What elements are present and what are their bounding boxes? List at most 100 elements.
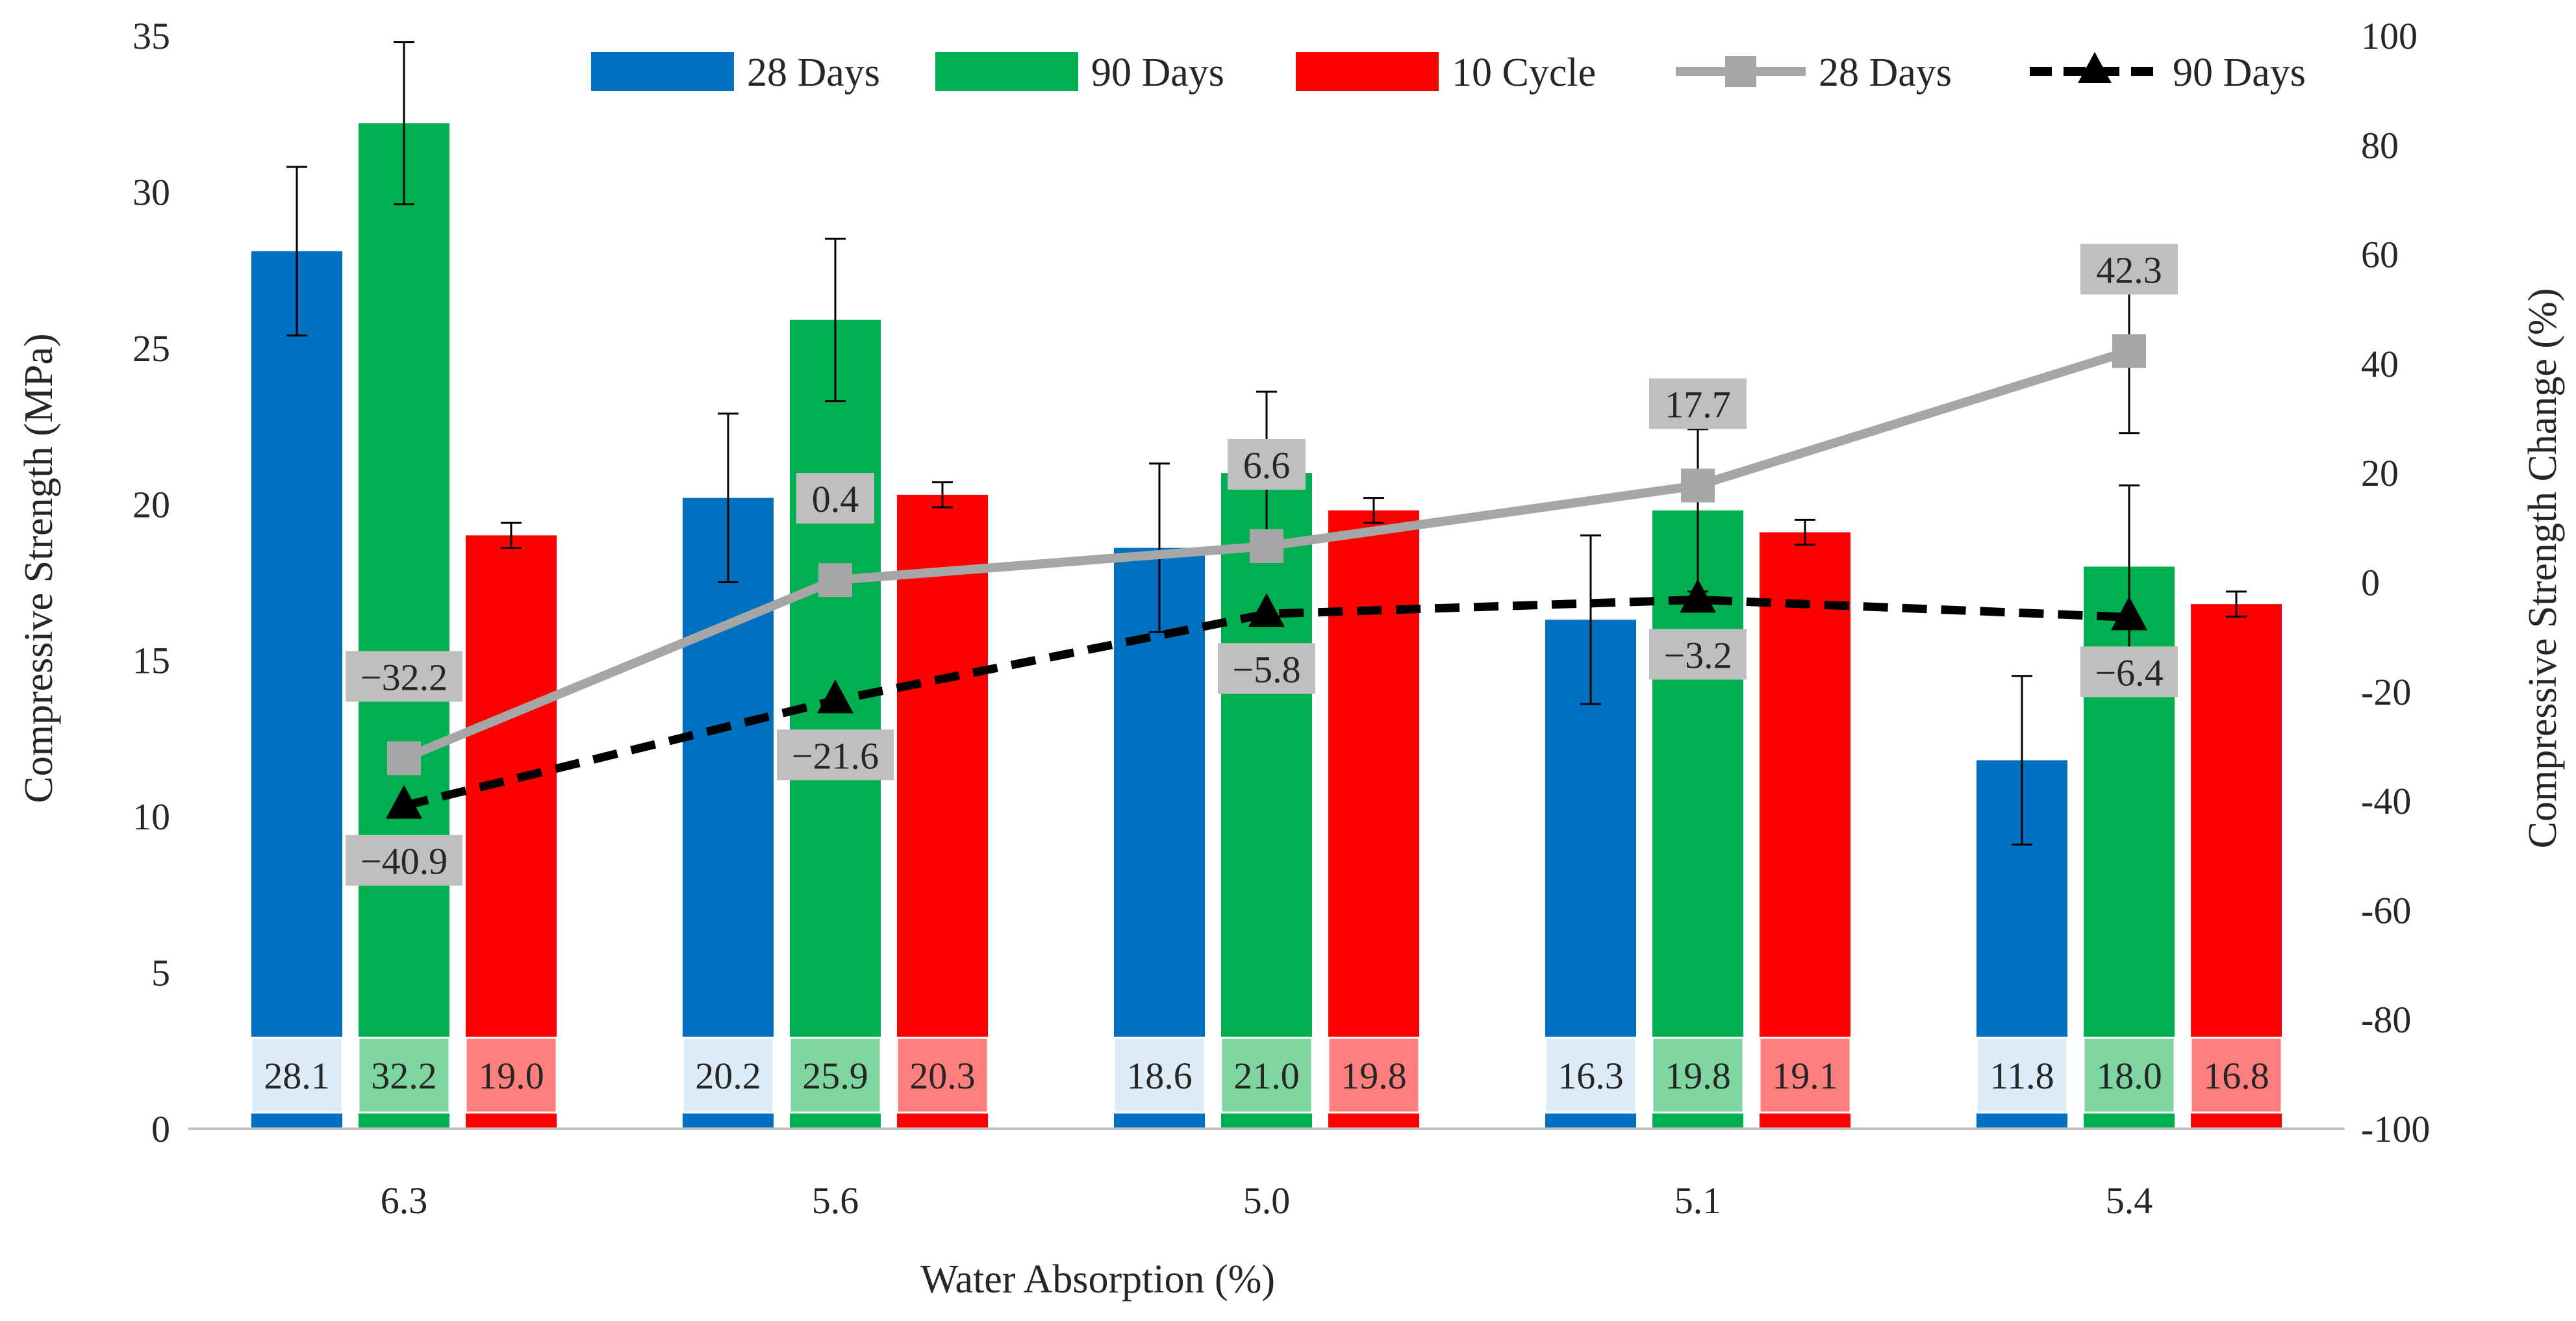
point-label-box xyxy=(1218,643,1315,694)
data-label: 20.2 xyxy=(695,1055,761,1097)
square-marker xyxy=(1681,468,1715,503)
legend-label: 90 Days xyxy=(1091,51,1224,95)
x-tick-label: 5.1 xyxy=(1674,1179,1722,1222)
data-label: 19.1 xyxy=(1772,1055,1838,1097)
point-label-box xyxy=(1649,378,1747,429)
y-tick-label: 10 xyxy=(133,796,170,838)
bar-90-days-5.6 xyxy=(790,320,881,1129)
data-label: 25.9 xyxy=(802,1055,868,1097)
y-axis-title: Compressive Strength (MPa) xyxy=(17,333,61,803)
lines-layer xyxy=(386,268,2147,819)
y-tick-label: 35 xyxy=(133,15,170,57)
point-label: −21.6 xyxy=(792,735,879,777)
triangle-marker xyxy=(1248,593,1285,627)
legend-label: 28 Days xyxy=(747,51,880,95)
point-label-box xyxy=(777,729,894,781)
data-label: 19.8 xyxy=(1341,1055,1407,1097)
data-label: 11.8 xyxy=(1989,1055,2054,1097)
triangle-marker xyxy=(1680,579,1716,613)
data-label-box xyxy=(681,1037,775,1114)
data-label-box xyxy=(1975,1037,2069,1114)
legend-swatch xyxy=(1296,52,1439,91)
square-marker xyxy=(2112,334,2146,368)
y-tick-label: 5 xyxy=(151,952,170,994)
data-label-box xyxy=(2190,1037,2283,1114)
triangle-marker xyxy=(817,679,853,714)
legend-label: 90 Days xyxy=(2173,51,2306,95)
axes-layer: 0 5 10 15 20 25 30 35 -100 -80 -60 -40 -20 0 20 40 60 80 1… xyxy=(133,15,2430,1222)
data-label-box xyxy=(1651,1037,1745,1114)
y2-tick-label: 60 xyxy=(2361,234,2399,276)
data-label: 18.6 xyxy=(1126,1055,1193,1097)
point-label: 42.3 xyxy=(2096,249,2162,292)
y2-tick-label: 80 xyxy=(2361,124,2399,166)
bar-10-cycle-6.3 xyxy=(466,535,557,1129)
y-tick-label: 25 xyxy=(133,327,170,370)
bar-10-cycle-5.0 xyxy=(1328,510,1419,1129)
y2-tick-label: -60 xyxy=(2361,889,2411,931)
point-label: −32.2 xyxy=(360,656,448,698)
bar-28-days-5.6 xyxy=(683,497,774,1129)
point-label: 0.4 xyxy=(812,478,859,520)
legend-marker xyxy=(2078,52,2112,83)
data-label-box xyxy=(789,1037,882,1114)
point-label-box xyxy=(1649,629,1747,680)
y2-tick-label: 20 xyxy=(2361,452,2399,494)
y2-tick-label: 0 xyxy=(2361,562,2380,604)
data-label-box xyxy=(1113,1037,1206,1114)
point-label-box xyxy=(346,835,462,886)
y2-tick-label: -100 xyxy=(2361,1108,2430,1150)
y2-tick-label: -80 xyxy=(2361,999,2411,1041)
y2-axis-title: Compressive Strength Change (%) xyxy=(2521,288,2565,849)
point-label: −6.4 xyxy=(2095,651,2163,694)
y2-tick-label: 100 xyxy=(2361,15,2418,57)
bar-90-days-5.1 xyxy=(1652,510,1743,1129)
point-label-box xyxy=(796,473,874,524)
x-axis-title: Water Absorption (%) xyxy=(920,1257,1275,1302)
legend-marker xyxy=(1725,56,1756,87)
data-label-box xyxy=(1544,1037,1637,1114)
y-tick-label: 30 xyxy=(133,171,170,213)
y-tick-label: 20 xyxy=(133,483,170,525)
data-label-box xyxy=(1327,1037,1421,1114)
legend-swatch xyxy=(591,52,734,91)
y2-tick-label: 40 xyxy=(2361,343,2399,385)
data-label: 19.8 xyxy=(1665,1055,1731,1097)
bar-10-cycle-5.1 xyxy=(1760,532,1850,1129)
data-label: 16.8 xyxy=(2203,1055,2269,1097)
point-label: 6.6 xyxy=(1243,444,1291,486)
square-marker xyxy=(1250,529,1283,563)
legend-swatch xyxy=(935,52,1078,91)
point-label-box xyxy=(2080,646,2178,698)
data-label-box xyxy=(1220,1037,1313,1114)
x-tick-label: 5.6 xyxy=(812,1179,859,1222)
triangle-marker xyxy=(386,785,422,819)
bar-90-days-6.3 xyxy=(359,123,449,1129)
legend: 28 Days 90 Days 10 Cycle 28 Days 90 Days xyxy=(591,51,2306,95)
y-tick-label: 15 xyxy=(133,640,170,682)
square-marker xyxy=(387,741,421,775)
labels-layer: 28.1 20.2 18.6 16.3 11.8 32.2 25.9 21.0 19.8 18.0… xyxy=(250,244,2283,1114)
data-label: 19.0 xyxy=(478,1055,544,1097)
data-label-box xyxy=(1758,1037,1852,1114)
square-marker xyxy=(818,563,852,598)
line-90-days-change xyxy=(403,595,2130,810)
y2-tick-label: -20 xyxy=(2361,671,2411,713)
triangle-marker xyxy=(2111,596,2147,631)
point-label-box xyxy=(2080,244,2178,295)
data-label: 18.0 xyxy=(2096,1055,2162,1097)
data-label: 21.0 xyxy=(1233,1055,1300,1097)
point-label: 17.7 xyxy=(1665,384,1731,426)
point-label-box xyxy=(1228,438,1306,490)
data-label-box xyxy=(2082,1037,2176,1114)
data-label-box xyxy=(896,1037,989,1114)
data-label: 28.1 xyxy=(264,1055,330,1097)
point-label-box xyxy=(346,651,462,702)
x-tick-label: 5.4 xyxy=(2106,1179,2153,1222)
bar-10-cycle-5.6 xyxy=(897,494,988,1129)
y-tick-label: 0 xyxy=(151,1108,170,1150)
data-label-box xyxy=(250,1037,344,1114)
bar-90-days-5.0 xyxy=(1221,473,1312,1129)
point-label: −5.8 xyxy=(1232,648,1300,690)
bar-28-days-6.3 xyxy=(251,251,342,1129)
